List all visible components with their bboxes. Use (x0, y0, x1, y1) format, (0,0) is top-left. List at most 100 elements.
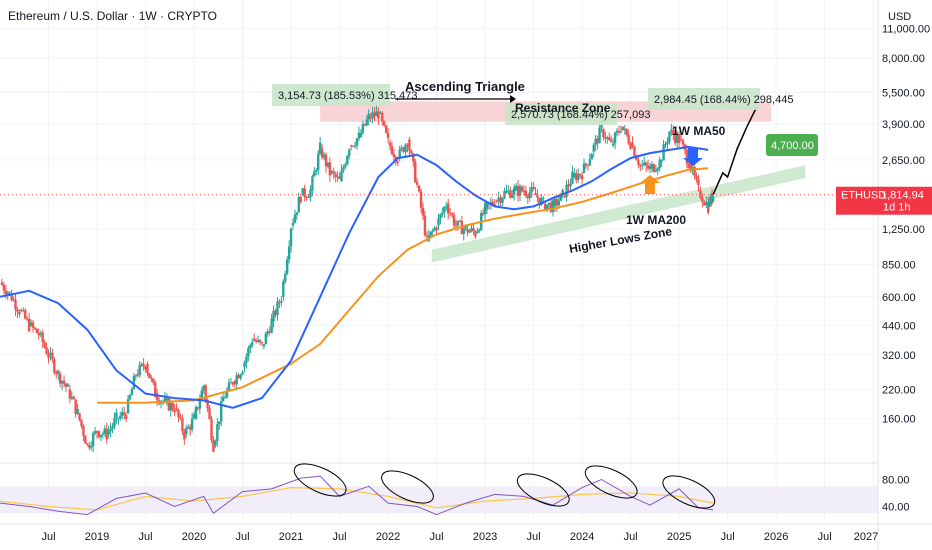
candle-body (448, 213, 452, 215)
candle-body (462, 228, 465, 235)
candle-body (179, 417, 182, 419)
candle-body (613, 132, 617, 144)
candle-body (478, 229, 481, 232)
candle-body (677, 134, 681, 143)
candle-body (384, 125, 388, 133)
x-tick-label: Jul (721, 531, 735, 543)
candle-body (687, 163, 691, 168)
candle-body (167, 398, 171, 411)
candle-body (8, 291, 11, 293)
candle-body (491, 201, 495, 205)
price-axis-bg (878, 0, 932, 550)
candle-body (33, 327, 37, 329)
candle-body (31, 322, 35, 328)
candle-body (318, 142, 322, 154)
candle-body (637, 160, 640, 165)
candle-body (218, 421, 221, 425)
candle-body (580, 175, 584, 180)
candle-body (514, 185, 518, 191)
candle-body (439, 214, 442, 219)
x-tick-label: 2020 (182, 531, 206, 543)
candle-body (542, 197, 545, 199)
candle-body (351, 145, 355, 147)
x-tick-label: 2019 (85, 531, 109, 543)
candle-body (377, 111, 380, 119)
candle-body (91, 433, 95, 447)
candle-body (272, 310, 275, 322)
currency-label: USD (888, 11, 911, 23)
candle-body (705, 201, 708, 206)
candle-body (301, 188, 304, 196)
candle-body (654, 170, 658, 172)
candle-body (350, 145, 353, 147)
candle-body (200, 390, 203, 401)
candle-body (109, 428, 112, 432)
candle-body (699, 190, 702, 198)
candle-body (540, 197, 543, 205)
candle-body (363, 123, 366, 126)
measure-label-1-bg (272, 84, 390, 106)
candle-body (635, 156, 638, 161)
candle-body (555, 199, 559, 206)
candle-body (97, 430, 101, 438)
candle-body (404, 144, 407, 153)
candle-body (219, 401, 223, 422)
target-tag: 4,700.00 (771, 140, 814, 152)
rsi-ma-line (0, 486, 714, 511)
candle-body (592, 144, 595, 152)
candle-body (590, 154, 594, 160)
candle-body (375, 111, 378, 117)
candle-body (567, 184, 570, 187)
candle-body (297, 196, 301, 213)
candle-body (610, 140, 613, 142)
candle-body (227, 382, 231, 390)
candle-body (86, 443, 89, 445)
y-tick-label: 8,000.00 (882, 53, 925, 65)
candle-body (414, 161, 417, 183)
candle-body (258, 339, 262, 343)
candle-body (538, 197, 541, 205)
candle-body (608, 137, 611, 141)
candle-body (254, 340, 258, 342)
candle-body (617, 130, 621, 133)
candle-body (206, 399, 209, 409)
price-tag-bg (836, 186, 932, 215)
candle-body (703, 202, 706, 206)
candle-body (437, 218, 440, 226)
candle-body (173, 409, 176, 413)
candle-body (408, 139, 411, 151)
candle-body (212, 439, 215, 452)
candle-body (74, 399, 77, 414)
candle-body (60, 380, 64, 384)
candle-body (249, 344, 252, 348)
candle-body (115, 412, 118, 419)
candle-body (150, 377, 153, 379)
candle-body (320, 148, 324, 158)
candle-body (433, 227, 436, 231)
candle-body (650, 164, 654, 169)
candle-body (516, 185, 520, 196)
candle-body (121, 412, 124, 416)
candle-body (547, 202, 551, 205)
candle-body (429, 231, 432, 236)
candle-body (641, 164, 644, 166)
candle-body (82, 426, 85, 436)
candle-body (544, 203, 547, 210)
candle-body (76, 408, 79, 414)
candle-body (20, 309, 23, 311)
candle-body (520, 186, 524, 192)
candle-body (505, 190, 508, 193)
candle-body (140, 363, 143, 365)
candle-body (485, 202, 489, 210)
x-tick-label: 2023 (473, 531, 497, 543)
candle-body (611, 143, 615, 146)
candle-body (443, 207, 446, 213)
candle-body (251, 342, 254, 345)
y-tick-label: 440.00 (882, 320, 916, 332)
candle-body (311, 176, 314, 191)
candle-body (578, 173, 582, 176)
candle-body (24, 310, 27, 319)
candle-body (334, 173, 337, 178)
candle-body (326, 162, 330, 167)
